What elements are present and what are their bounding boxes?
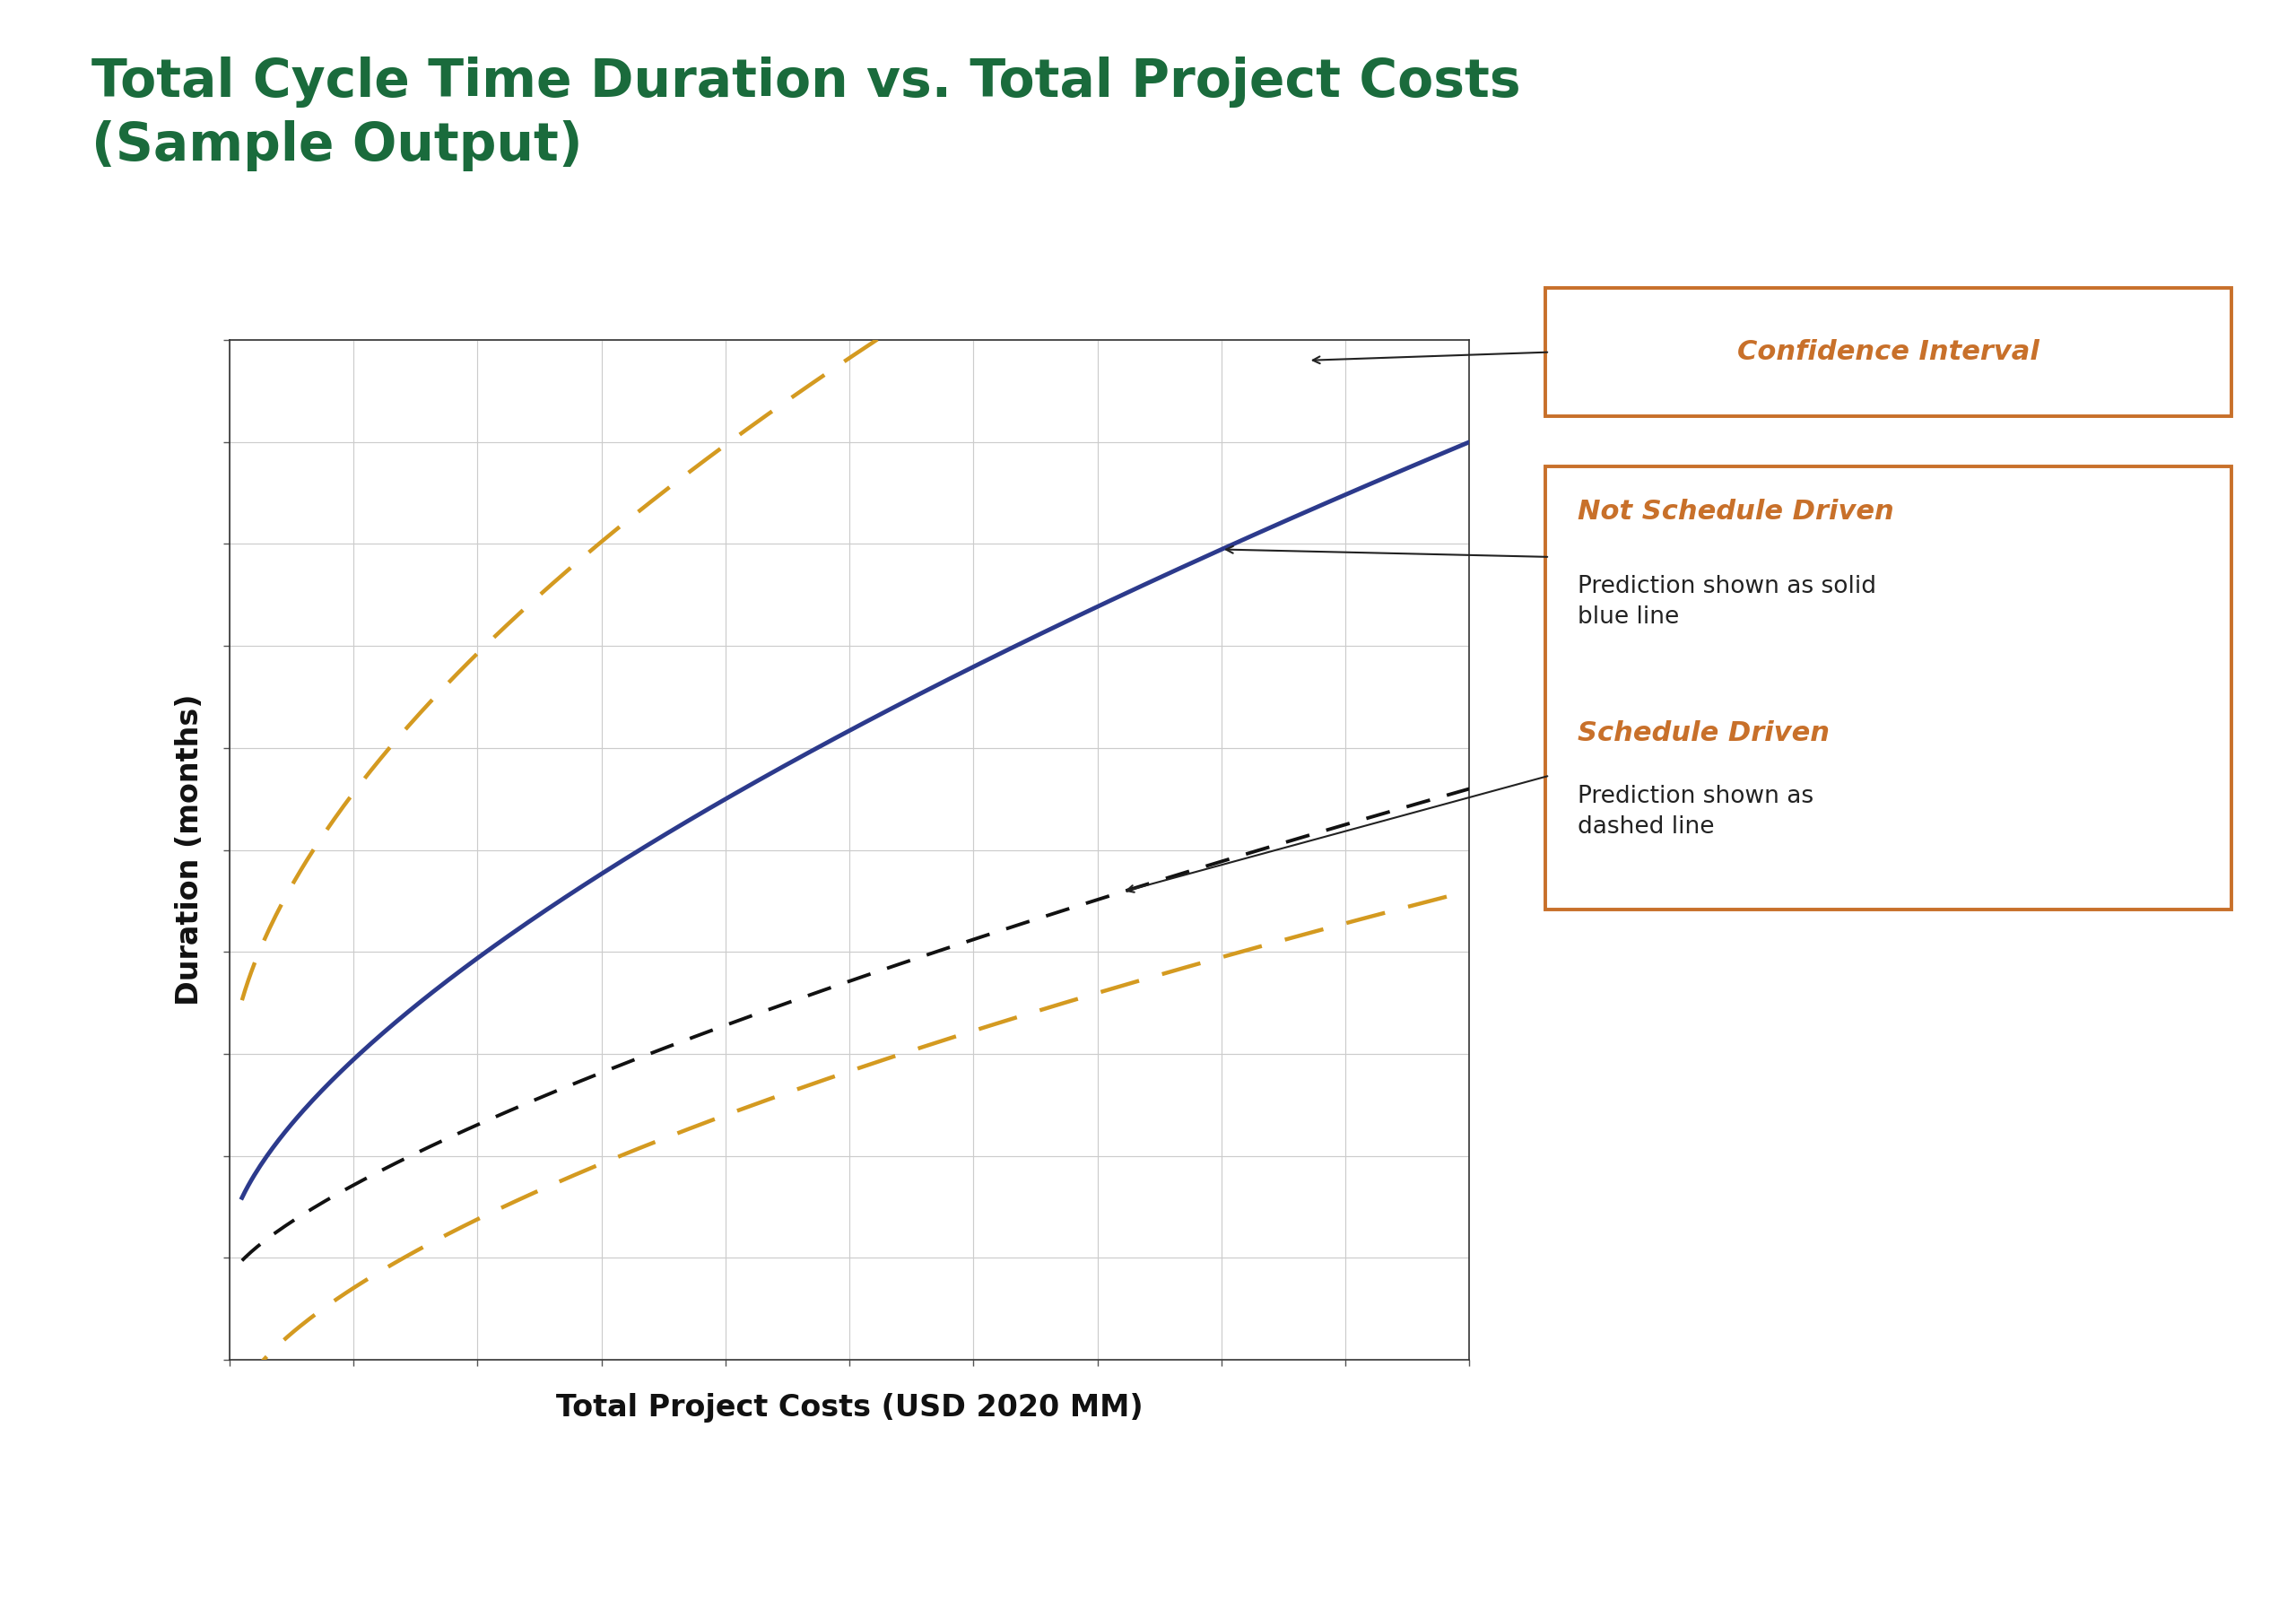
Y-axis label: Duration (months): Duration (months) [174, 695, 204, 1005]
Text: Total Cycle Time Duration vs. Total Project Costs
(Sample Output): Total Cycle Time Duration vs. Total Proj… [92, 57, 1522, 172]
Text: Confidence Interval: Confidence Interval [1738, 338, 2039, 366]
X-axis label: Total Project Costs (USD 2020 MM): Total Project Costs (USD 2020 MM) [556, 1392, 1143, 1423]
Text: Prediction shown as
dashed line: Prediction shown as dashed line [1577, 785, 1814, 839]
Text: Schedule Driven: Schedule Driven [1577, 720, 1830, 746]
Text: Not Schedule Driven: Not Schedule Driven [1577, 499, 1894, 525]
Text: Prediction shown as solid
blue line: Prediction shown as solid blue line [1577, 575, 1876, 628]
